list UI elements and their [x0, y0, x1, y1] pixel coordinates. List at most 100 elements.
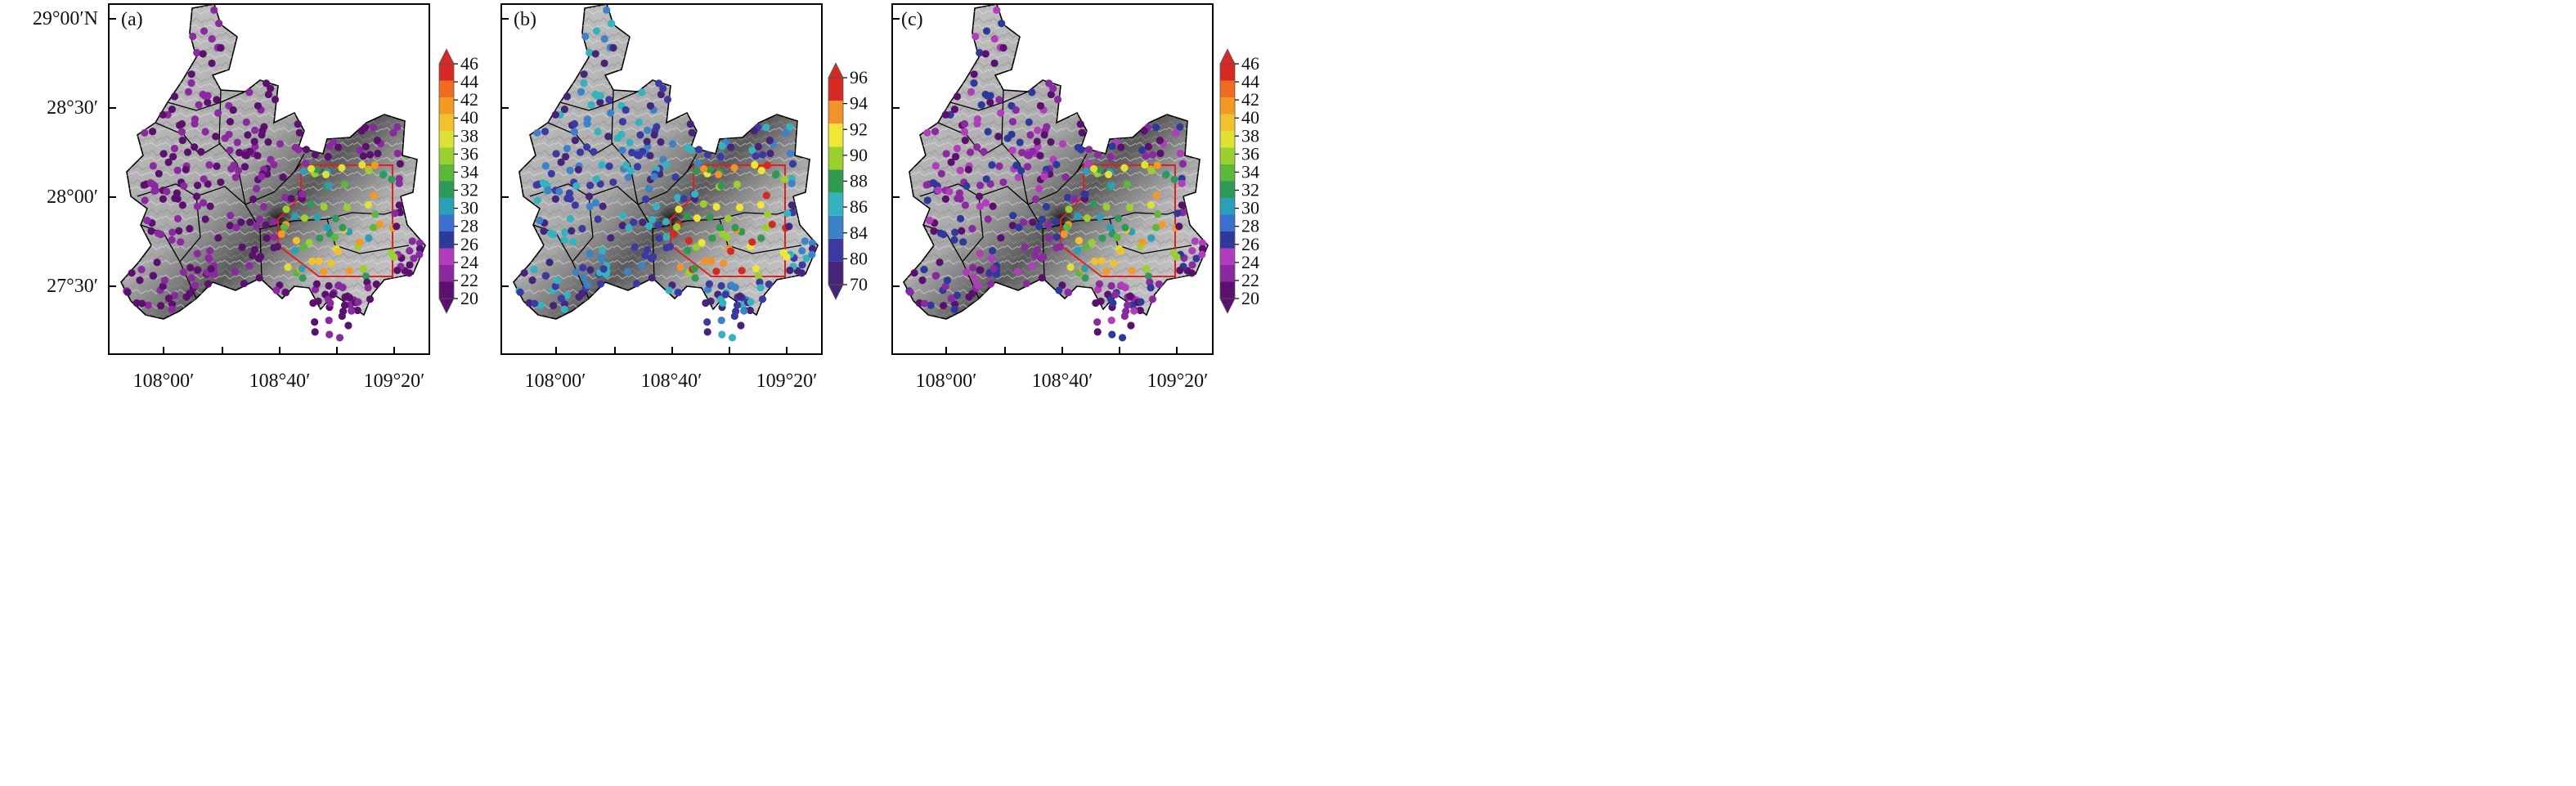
station-point [953, 92, 962, 101]
station-point [641, 251, 649, 259]
station-point [921, 299, 929, 308]
station-point [731, 223, 739, 231]
station-point [553, 276, 561, 285]
station-point [1009, 211, 1017, 220]
station-point [1045, 79, 1053, 88]
station-point [307, 164, 316, 173]
station-point [221, 134, 229, 142]
station-point [1078, 128, 1086, 137]
station-point [619, 211, 627, 220]
station-point [1114, 214, 1123, 222]
station-point [671, 173, 680, 182]
station-point [311, 150, 320, 159]
colorbar-tick-label: 22 [460, 270, 478, 290]
colorbar-tick-label: 38 [460, 125, 478, 146]
colorbar-segment [1220, 114, 1235, 131]
station-point [344, 321, 352, 330]
colorbar-segment [1220, 80, 1235, 97]
colorbar-b-ticks: 70 80 84 86 88 90 92 94 96 [843, 67, 868, 294]
station-point [580, 70, 588, 79]
station-point [1052, 160, 1061, 168]
station-point [358, 160, 366, 169]
station-point [307, 200, 315, 208]
colorbar-tick-label: 46 [460, 53, 478, 74]
station-point [193, 48, 201, 57]
station-point [970, 79, 978, 88]
station-point [305, 239, 313, 247]
station-point [1016, 166, 1025, 175]
station-point [754, 142, 762, 150]
station-point [164, 158, 173, 166]
station-point [737, 321, 745, 330]
station-point [765, 137, 774, 145]
station-point [159, 282, 167, 290]
station-point [586, 266, 595, 274]
station-point [947, 158, 955, 166]
station-point [668, 140, 677, 148]
station-point [624, 173, 632, 182]
station-point [280, 223, 289, 231]
station-point [586, 48, 594, 57]
station-point [334, 247, 343, 255]
station-point [313, 213, 321, 222]
station-point [626, 138, 634, 146]
station-point [756, 200, 765, 209]
station-point [136, 276, 144, 285]
station-point [797, 269, 806, 277]
station-point [200, 199, 208, 207]
colorbar-segment [1220, 281, 1235, 299]
station-point [1142, 152, 1150, 160]
station-point [586, 182, 595, 190]
colorbar-segment [1220, 147, 1235, 164]
station-point [1056, 242, 1064, 251]
station-point [388, 175, 396, 183]
station-point [1172, 128, 1180, 137]
colorbar-upper-arrow [828, 62, 844, 79]
station-point [557, 158, 565, 166]
station-point [566, 214, 575, 223]
station-point [213, 162, 221, 170]
station-point [345, 267, 353, 275]
station-point [931, 128, 940, 136]
station-point [1065, 205, 1073, 213]
station-point [408, 237, 416, 245]
station-point [1126, 292, 1134, 300]
station-point [1176, 149, 1184, 158]
station-point [312, 280, 321, 288]
station-point [217, 178, 225, 186]
station-point [976, 202, 985, 211]
station-point [1106, 223, 1114, 231]
station-point [128, 269, 136, 277]
colorbar-segment [1220, 214, 1235, 231]
station-point [675, 205, 683, 213]
station-point [596, 280, 605, 288]
station-point [635, 151, 644, 159]
station-point [393, 123, 402, 131]
station-point [989, 202, 997, 210]
station-point [757, 166, 765, 175]
station-point [728, 334, 737, 342]
colorbar-tick-label: 80 [850, 248, 868, 268]
station-point [148, 128, 157, 136]
station-point [1138, 238, 1147, 246]
station-point [287, 195, 295, 203]
station-point [1052, 218, 1061, 226]
county-boundary [1027, 163, 1084, 205]
station-point [245, 262, 254, 270]
station-point [530, 265, 538, 274]
station-point [723, 233, 731, 241]
station-point [169, 152, 177, 161]
station-point [734, 301, 742, 309]
station-point [1036, 101, 1045, 110]
station-point [1090, 257, 1099, 266]
station-point [591, 50, 599, 58]
x-tick-label-c-108-00: 108°00′ [916, 371, 977, 392]
station-point [163, 187, 171, 195]
station-point [160, 276, 168, 285]
station-point [233, 138, 241, 146]
station-point [786, 149, 794, 158]
colorbar-tick-label: 36 [1241, 143, 1259, 164]
station-point [988, 246, 997, 255]
station-point [986, 280, 995, 288]
station-point [365, 166, 373, 175]
